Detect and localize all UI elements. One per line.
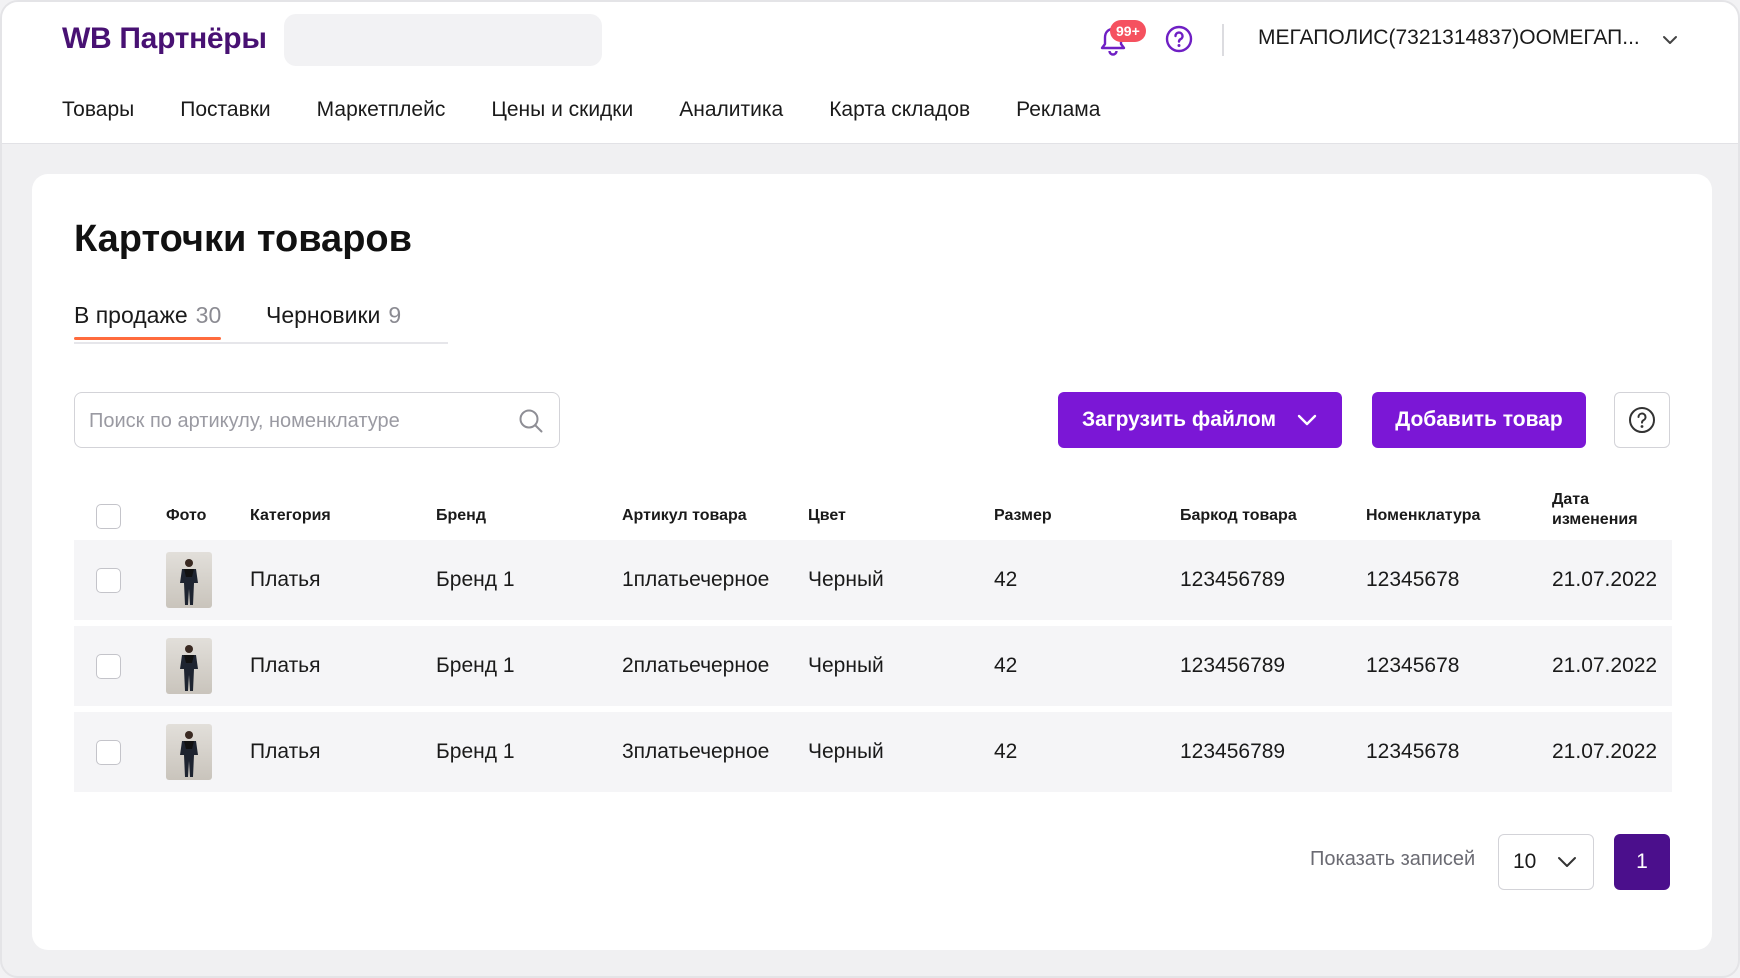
cell-article: 1платьечерное bbox=[622, 568, 770, 591]
row-checkbox[interactable] bbox=[96, 653, 121, 679]
nav-item-supplies[interactable]: Поставки bbox=[180, 98, 271, 121]
search-box bbox=[74, 392, 560, 448]
add-product-button[interactable]: Добавить товар bbox=[1372, 392, 1586, 448]
cell-date: 21.07.2022 bbox=[1552, 740, 1658, 763]
chevron-down-icon bbox=[1297, 414, 1317, 426]
cell-color: Черный bbox=[808, 568, 884, 591]
cell-brand: Бренд 1 bbox=[436, 568, 515, 591]
cell-category: Платья bbox=[250, 568, 321, 591]
chevron-down-icon bbox=[1558, 857, 1577, 867]
column-header[interactable]: Бренд bbox=[436, 507, 486, 524]
notifications-badge: 99+ bbox=[1110, 20, 1146, 42]
nav-item-ads[interactable]: Реклама bbox=[1016, 98, 1101, 121]
page-size-value: 10 bbox=[1513, 850, 1537, 873]
search-icon[interactable] bbox=[517, 407, 545, 435]
column-header[interactable]: Фото bbox=[166, 507, 207, 524]
help-icon bbox=[1629, 407, 1655, 433]
cell-nomenclature: 12345678 bbox=[1366, 654, 1460, 677]
page-button-current[interactable]: 1 bbox=[1614, 834, 1670, 890]
cell-color: Черный bbox=[808, 740, 884, 763]
person-figure-icon bbox=[180, 645, 198, 691]
row-checkbox[interactable] bbox=[96, 567, 121, 593]
tab-count: 9 bbox=[388, 302, 402, 328]
nav-item-analytics[interactable]: Аналитика bbox=[679, 98, 784, 121]
tab-on-sale[interactable]: В продаже 30 bbox=[74, 302, 222, 340]
cell-brand: Бренд 1 bbox=[436, 654, 515, 677]
help-icon[interactable] bbox=[1164, 24, 1194, 54]
main-nav: Товары Поставки Маркетплейс Цены и скидк… bbox=[62, 98, 1146, 122]
cell-barcode: 123456789 bbox=[1180, 740, 1286, 763]
cell-nomenclature: 12345678 bbox=[1366, 740, 1460, 763]
product-photo[interactable] bbox=[166, 552, 212, 608]
column-header[interactable]: Дата изменения bbox=[1552, 491, 1638, 528]
row-checkbox[interactable] bbox=[96, 739, 121, 765]
tabs: В продаже 30 Черновики 9 bbox=[74, 302, 448, 344]
cell-date: 21.07.2022 bbox=[1552, 568, 1658, 591]
column-header[interactable]: Баркод товара bbox=[1180, 507, 1297, 524]
person-figure-icon bbox=[180, 731, 198, 777]
cell-date: 21.07.2022 bbox=[1552, 654, 1658, 677]
column-header[interactable]: Категория bbox=[250, 507, 331, 524]
page-title: Карточки товаров bbox=[74, 218, 412, 260]
content-card: Карточки товаров В продаже 30 Черновики 9 … bbox=[32, 174, 1712, 950]
cell-category: Платья bbox=[250, 654, 321, 677]
table-row[interactable]: Платья Бренд 1 2платьечерное Черный 42 1… bbox=[74, 626, 1672, 706]
nav-item-marketplace[interactable]: Маркетплейс bbox=[316, 98, 446, 121]
table-row[interactable]: Платья Бренд 1 3платьечерное Черный 42 1… bbox=[74, 712, 1672, 792]
page-size-select[interactable]: 10 bbox=[1498, 834, 1594, 890]
select-all-cell bbox=[96, 486, 121, 546]
search-input[interactable] bbox=[89, 407, 509, 435]
table-row[interactable]: Платья Бренд 1 1платьечерное Черный 42 1… bbox=[74, 540, 1672, 620]
product-photo[interactable] bbox=[166, 724, 212, 780]
cell-brand: Бренд 1 bbox=[436, 740, 515, 763]
column-header[interactable]: Цвет bbox=[808, 507, 846, 524]
column-header[interactable]: Номенклатура bbox=[1366, 507, 1481, 524]
cell-barcode: 123456789 bbox=[1180, 654, 1286, 677]
chevron-down-icon[interactable] bbox=[1660, 30, 1680, 50]
cell-article: 3платьечерное bbox=[622, 740, 770, 763]
person-figure-icon bbox=[180, 559, 198, 605]
column-header[interactable]: Размер bbox=[994, 507, 1052, 524]
select-all-checkbox[interactable] bbox=[96, 503, 121, 529]
nav-item-warehouses[interactable]: Карта складов bbox=[829, 98, 971, 121]
tab-drafts[interactable]: Черновики 9 bbox=[266, 302, 401, 329]
cell-nomenclature: 12345678 bbox=[1366, 568, 1460, 591]
cell-barcode: 123456789 bbox=[1180, 568, 1286, 591]
header-search-field[interactable] bbox=[284, 14, 602, 66]
cell-article: 2платьечерное bbox=[622, 654, 770, 677]
product-photo[interactable] bbox=[166, 638, 212, 694]
cell-size: 42 bbox=[994, 740, 1018, 763]
tab-label: Черновики bbox=[266, 302, 381, 328]
cell-category: Платья bbox=[250, 740, 321, 763]
upload-file-button[interactable]: Загрузить файлом bbox=[1058, 392, 1342, 448]
nav-item-goods[interactable]: Товары bbox=[62, 98, 135, 121]
table-header: Фото Категория Бренд Артикул товара Цвет… bbox=[74, 486, 1672, 546]
add-button-label: Добавить товар bbox=[1395, 408, 1563, 431]
top-header: WB Партнёры 99+ МЕГАПОЛИС(7321314837)ООМ… bbox=[2, 2, 1738, 144]
header-divider bbox=[1222, 24, 1224, 56]
cell-size: 42 bbox=[994, 654, 1018, 677]
account-selector[interactable]: МЕГАПОЛИС(7321314837)ООМЕГАП... bbox=[1258, 26, 1640, 49]
help-button[interactable] bbox=[1614, 392, 1670, 448]
cell-size: 42 bbox=[994, 568, 1018, 591]
page-size-label: Показать записей bbox=[1310, 848, 1476, 870]
logo[interactable]: WB Партнёры bbox=[62, 22, 267, 55]
nav-item-prices[interactable]: Цены и скидки bbox=[491, 98, 634, 121]
cell-color: Черный bbox=[808, 654, 884, 677]
tab-label: В продаже bbox=[74, 302, 188, 328]
upload-button-label: Загрузить файлом bbox=[1081, 408, 1277, 431]
column-header[interactable]: Артикул товара bbox=[622, 507, 747, 524]
tab-count: 30 bbox=[195, 302, 222, 328]
